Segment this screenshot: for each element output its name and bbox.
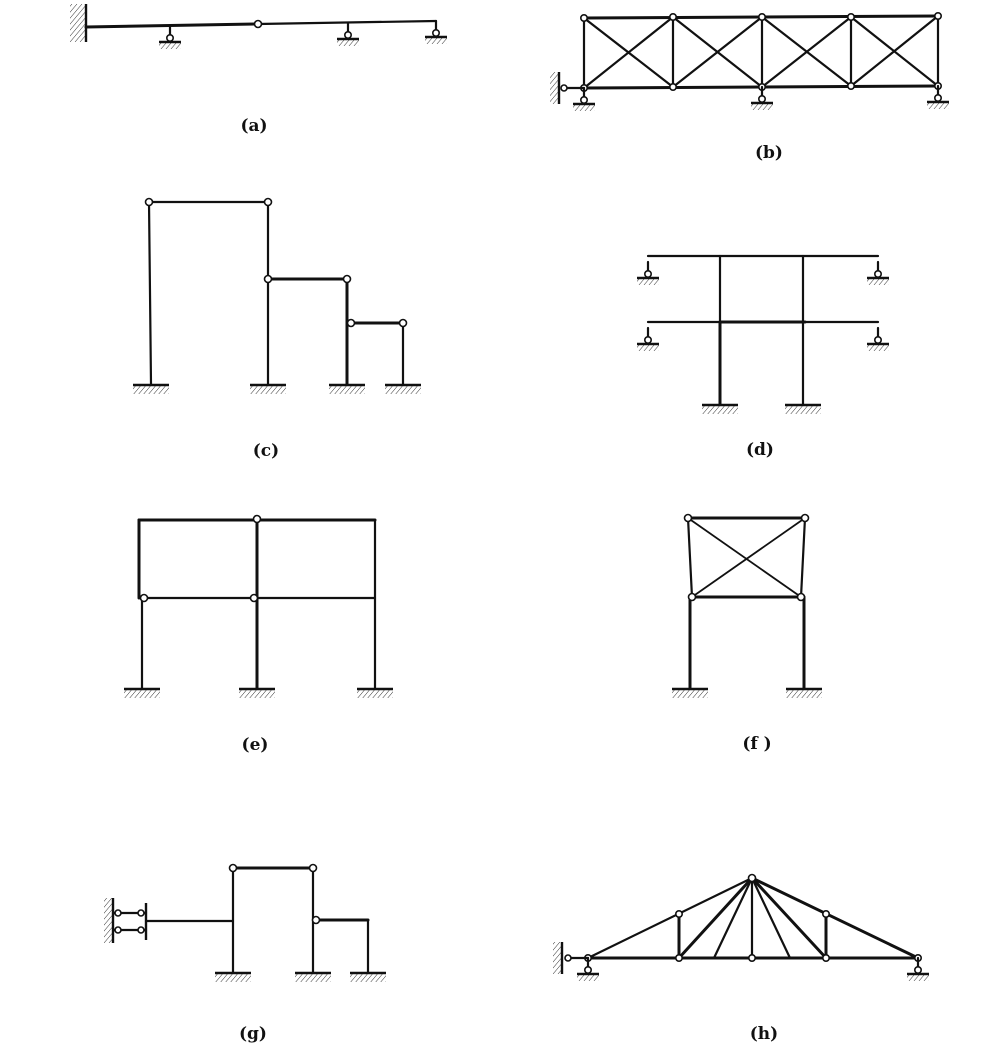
cross-brace [691, 517, 806, 598]
truss-top-chord [586, 876, 754, 960]
panel-d-two-story-frame: (d) [635, 254, 891, 460]
fixed-support [293, 971, 333, 984]
roller-support [571, 86, 597, 113]
roller-support [905, 956, 931, 983]
roller-support [335, 21, 361, 48]
truss-top-chord [750, 876, 920, 960]
caption-e: (e) [242, 735, 269, 755]
fixed-support [237, 687, 277, 700]
fixed-support [248, 383, 288, 396]
fixed-support [213, 971, 253, 984]
fixed-support [122, 687, 162, 700]
hinge-node [346, 318, 356, 328]
panel-a-continuous-beam: (a) [70, 4, 449, 136]
hinge-node [800, 513, 810, 523]
wall-hatch [553, 942, 561, 974]
panel-f-braced-portal: (f ) [670, 513, 824, 754]
link-hinge [137, 926, 145, 934]
link-hinge [114, 926, 122, 934]
caption-g: (g) [239, 1024, 267, 1044]
hinge-node [253, 19, 263, 29]
beam-member [84, 22, 260, 29]
cross-brace [687, 517, 802, 598]
wall-hatch [70, 4, 85, 42]
roller-support [423, 19, 449, 46]
caption-b: (b) [755, 143, 783, 163]
roller-support [575, 956, 601, 983]
panel-g-frame-with-sliding-support: (g) [104, 863, 388, 1044]
fixed-support [700, 403, 740, 416]
hinge-node [263, 197, 273, 207]
caption-c: (c) [253, 441, 279, 461]
fixed-support [670, 687, 710, 700]
truss-web-members [677, 876, 828, 960]
fixed-support [383, 383, 423, 396]
hinge-node [144, 197, 154, 207]
panel-e-multibay-frame: (e) [122, 514, 395, 755]
hinge-node [342, 274, 352, 284]
wall-hatch [550, 72, 558, 104]
caption-d: (d) [746, 440, 774, 460]
frame-column [686, 516, 694, 599]
panel-h-roof-truss: (h) [553, 873, 931, 1044]
roller-support [865, 326, 891, 353]
hinge-node [796, 592, 806, 602]
hinge-node [228, 863, 238, 873]
hinge-node [252, 514, 262, 524]
truss-diagonals [582, 14, 940, 90]
caption-a: (a) [240, 116, 267, 136]
frame-column [147, 200, 153, 386]
fixed-support [784, 687, 824, 700]
caption-h: (h) [750, 1024, 778, 1044]
hinge-node [683, 513, 693, 523]
roller-support [865, 260, 891, 287]
fixed-support [355, 687, 395, 700]
hinge-node [311, 915, 321, 925]
panel-b-truss: (b) [550, 12, 951, 163]
fixed-support [327, 383, 367, 396]
hinge-node [308, 863, 318, 873]
hinge-node [687, 592, 697, 602]
wall-hatch [104, 898, 112, 943]
fixed-support [348, 971, 388, 984]
roller-support [635, 326, 661, 353]
link-hinge [564, 954, 572, 962]
fixed-support [131, 383, 171, 396]
panel-c-stepped-frame: (c) [131, 197, 423, 461]
frame-column [799, 516, 807, 599]
link-hinge [114, 909, 122, 917]
beam-member [256, 19, 438, 26]
link-hinge [137, 909, 145, 917]
caption-f: (f ) [742, 734, 771, 754]
link-hinge [560, 84, 568, 92]
hinge-node [139, 593, 149, 603]
roller-support [749, 85, 775, 112]
fixed-support [783, 403, 823, 416]
hinge-node [249, 593, 259, 603]
hinge-node [263, 274, 273, 284]
hinge-node [398, 318, 408, 328]
roller-support [157, 24, 183, 51]
roller-support [635, 260, 661, 287]
roller-support [925, 84, 951, 111]
